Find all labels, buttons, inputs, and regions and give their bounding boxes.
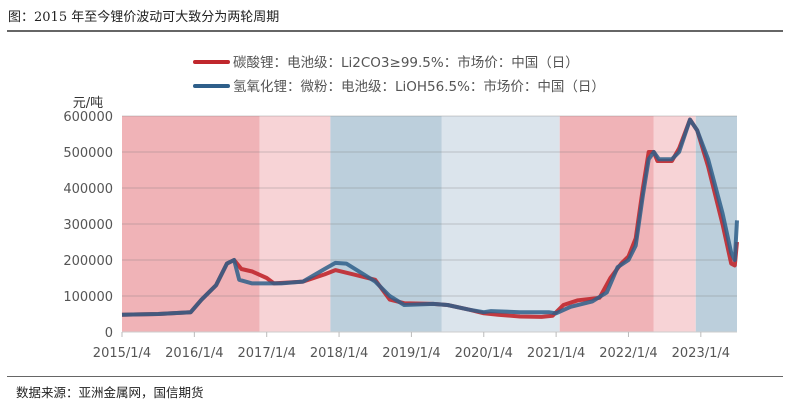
figure-title: 图：2015 年至今锂价波动可大致分为两轮周期 (8, 10, 280, 25)
x-tick-label: 2019/1/4 (382, 346, 440, 361)
x-tick-label: 2018/1/4 (310, 346, 368, 361)
x-tick-label: 2015/1/4 (93, 346, 151, 361)
top-divider (7, 30, 783, 32)
y-tick-label: 400000 (63, 182, 113, 197)
x-tick-label: 2022/1/4 (599, 346, 657, 361)
y-axis-unit: 元/吨 (73, 96, 103, 111)
legend-label: 碳酸锂：电池级：Li2CO3≥99.5%：市场价：中国（日） (233, 54, 579, 71)
x-tick-label: 2020/1/4 (455, 346, 513, 361)
x-tick-label: 2021/1/4 (527, 346, 585, 361)
y-tick-label: 200000 (63, 254, 113, 269)
y-tick-label: 600000 (63, 110, 113, 125)
legend-label: 氢氧化锂：微粉：电池级：LiOH56.5%：市场价：中国（日） (233, 78, 605, 95)
y-tick-label: 100000 (63, 290, 113, 305)
x-tick-label: 2023/1/4 (672, 346, 730, 361)
shaded-period (122, 116, 260, 332)
shaded-period (259, 116, 331, 332)
bottom-divider (7, 376, 783, 377)
y-tick-label: 300000 (63, 218, 113, 233)
x-tick-label: 2017/1/4 (238, 346, 296, 361)
y-tick-label: 500000 (63, 146, 113, 161)
x-tick-label: 2016/1/4 (165, 346, 223, 361)
series-line-lithium-hydroxide (121, 117, 739, 317)
shaded-period (441, 116, 560, 332)
source-note: 数据来源：亚洲金属网，国信期货 (16, 385, 204, 400)
y-tick-label: 0 (105, 326, 113, 341)
